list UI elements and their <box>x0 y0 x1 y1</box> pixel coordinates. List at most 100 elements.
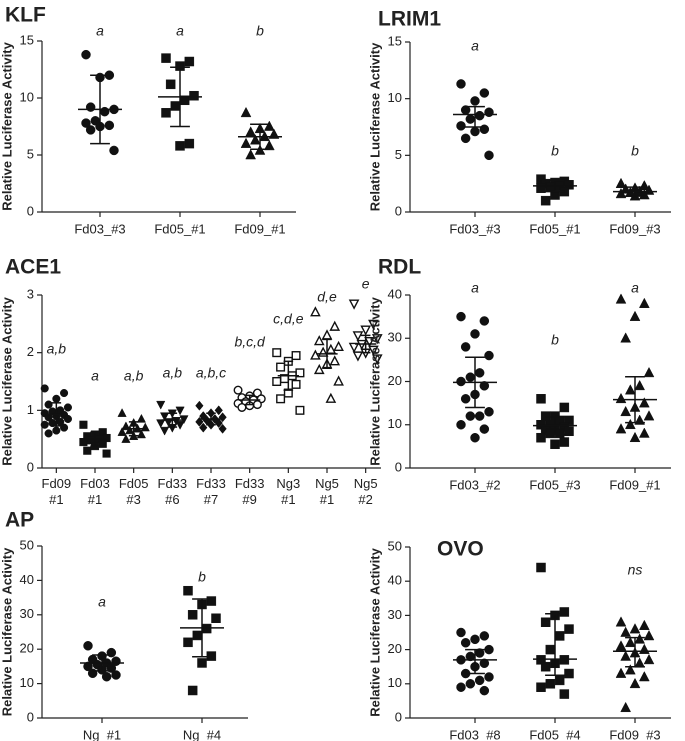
y-axis-label: Relative Luciferase Activity <box>0 296 14 465</box>
point <box>272 348 282 358</box>
x-tick-label-line: #7 <box>204 492 218 507</box>
x-tick-label: Fd33 #9 <box>235 476 265 507</box>
point <box>620 405 632 417</box>
point <box>545 679 556 689</box>
point <box>559 689 570 699</box>
point <box>540 617 551 627</box>
point <box>615 187 627 199</box>
point <box>245 149 257 160</box>
y-axis-label: Relative Luciferase Activity <box>367 42 382 211</box>
point <box>83 641 93 651</box>
point <box>371 354 383 365</box>
point <box>615 667 627 678</box>
x-tick-label: Fd33 #6 <box>158 476 188 507</box>
significance-letter: b,c,d <box>234 334 266 350</box>
point <box>456 682 466 692</box>
point <box>321 329 333 340</box>
point <box>456 79 466 89</box>
point <box>624 418 636 430</box>
point <box>348 342 360 353</box>
y-tick-label: 5 <box>27 146 34 161</box>
x-tick-label: Fd05_#4 <box>529 727 580 741</box>
x-tick-label: Ng3 #1 <box>276 476 300 507</box>
point <box>109 145 119 156</box>
point <box>276 394 286 404</box>
x-tick-label: Ng_#4 <box>183 727 221 741</box>
point <box>368 345 379 356</box>
x-tick-label-line: #6 <box>165 492 179 507</box>
y-tick-label: 1 <box>27 402 34 417</box>
point <box>101 671 112 682</box>
y-tick-label: 30 <box>388 330 402 345</box>
point <box>629 623 641 634</box>
point <box>329 320 341 331</box>
panel-title: RDL <box>378 256 421 279</box>
point <box>643 653 655 665</box>
x-tick-label: Fd03 #1 <box>80 476 110 507</box>
point <box>368 319 379 330</box>
point <box>214 405 223 416</box>
point <box>218 423 227 434</box>
point <box>564 668 574 679</box>
x-tick-label: Fd09_#3 <box>609 221 660 236</box>
point <box>214 418 223 428</box>
x-tick-label-line: Fd33 <box>196 476 226 491</box>
point <box>615 293 627 304</box>
x-tick-label: Ng5 #2 <box>354 476 378 507</box>
point <box>470 329 480 339</box>
point <box>615 392 627 404</box>
x-tick-label-line: #3 <box>126 492 140 507</box>
point <box>104 120 115 131</box>
point <box>83 661 93 672</box>
point <box>460 638 471 648</box>
significance-letter: a <box>96 23 104 39</box>
point <box>643 410 655 421</box>
x-tick-label-line: Ng5 <box>354 476 378 491</box>
point <box>44 429 53 438</box>
point <box>161 108 171 118</box>
point <box>240 106 252 118</box>
point <box>479 88 490 98</box>
panel-title: OVO <box>437 538 484 561</box>
significance-letter: a <box>98 594 106 610</box>
point <box>620 332 632 343</box>
point <box>536 394 546 404</box>
y-axis-label: Relative Luciferase Activity <box>367 296 382 465</box>
point <box>272 377 282 387</box>
point <box>156 400 166 410</box>
point <box>479 424 490 434</box>
point <box>465 411 476 421</box>
point <box>456 311 466 322</box>
x-tick-label-line: #2 <box>358 492 372 507</box>
point <box>192 630 203 641</box>
point <box>620 626 632 637</box>
point <box>460 342 471 352</box>
x-tick-label: Ng5 #1 <box>315 476 339 507</box>
point <box>474 110 485 121</box>
point <box>364 337 375 348</box>
point <box>484 672 494 682</box>
x-tick-label: Fd09_#1 <box>234 221 285 236</box>
y-tick-label: 50 <box>388 538 402 553</box>
point <box>564 426 574 436</box>
point <box>160 426 170 436</box>
point <box>360 325 372 336</box>
significance-letter: a,b <box>163 365 183 381</box>
point <box>638 671 650 682</box>
y-tick-label: 3 <box>27 286 34 301</box>
x-tick-label: Fd05_#1 <box>154 221 205 236</box>
point <box>99 106 110 117</box>
point <box>170 101 181 111</box>
x-tick-label-line: #9 <box>242 492 256 507</box>
point <box>333 340 344 352</box>
x-tick-label-line: #1 <box>281 492 295 507</box>
point <box>140 422 150 432</box>
y-tick-label: 10 <box>20 89 34 104</box>
point <box>470 126 480 137</box>
point <box>484 407 494 417</box>
point <box>620 650 632 661</box>
point <box>136 429 146 439</box>
point <box>245 126 257 137</box>
point <box>102 449 111 458</box>
y-tick-label: 20 <box>20 641 34 656</box>
